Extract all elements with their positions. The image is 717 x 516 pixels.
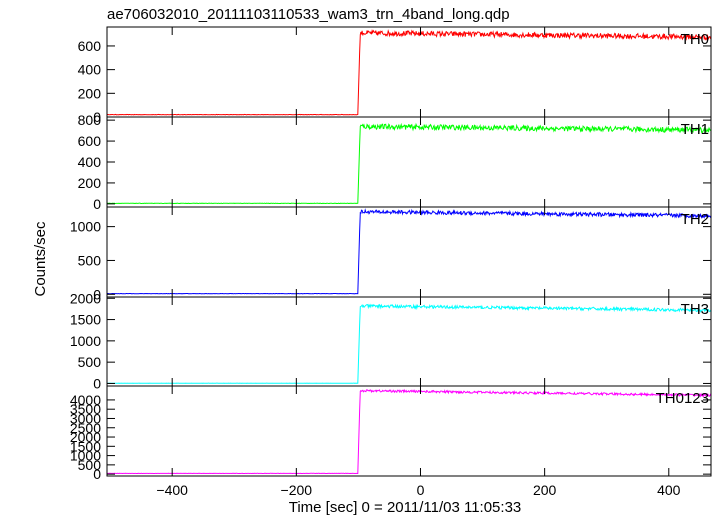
y-tick-label: 0 (93, 375, 101, 391)
y-tick-label: 0 (93, 466, 101, 482)
x-tick-label: 200 (533, 482, 557, 498)
y-tick-label: 0 (93, 196, 101, 212)
x-tick-labels: −400 −200 0 200 400 (156, 482, 680, 498)
x-tick-label: −200 (281, 482, 313, 498)
x-tick-label: 400 (657, 482, 681, 498)
y-tick-label: 1500 (70, 438, 101, 454)
y-tick-label: 1000 (70, 333, 101, 349)
panel-frame (106, 26, 712, 118)
y-tick-label: 400 (78, 154, 102, 170)
series-label-th1: TH1 (681, 121, 709, 138)
panel-frame (106, 116, 712, 208)
y-tick-label: 500 (78, 354, 102, 370)
y-axis-label: Counts/sec (32, 221, 49, 297)
series-line-th2 (107, 208, 712, 295)
series-line-th0 (106, 29, 712, 116)
series-label-th3: TH3 (681, 301, 709, 318)
y-tick-label: 600 (78, 38, 102, 54)
series-line-th1 (106, 122, 712, 205)
y-tick-label: 200 (78, 175, 102, 191)
y-tick-label: 3500 (70, 401, 101, 417)
y-tick-label: 500 (78, 457, 102, 473)
panel-th0: 0 200 400 600 TH0 (78, 26, 712, 125)
y-tick-label: 1500 (70, 312, 101, 328)
chart-title: ae706032010_20111103110533_wam3_trn_4ban… (107, 6, 510, 23)
series-label-th2: TH2 (681, 211, 709, 228)
y-tick-label: 800 (78, 112, 102, 128)
series-label-th0: TH0 (681, 31, 709, 48)
y-tick-label: 3000 (70, 410, 101, 426)
x-tick-label: −400 (156, 482, 188, 498)
y-tick-label: 2000 (70, 429, 101, 445)
y-tick-label: 200 (78, 85, 102, 101)
y-tick-label: 2000 (70, 290, 101, 306)
y-tick-label: 2500 (70, 420, 101, 436)
series-line-th0123 (107, 388, 712, 475)
y-tick-label: 500 (78, 252, 102, 268)
series-line-th3 (106, 303, 712, 384)
x-tick-label: 0 (417, 482, 425, 498)
x-axis-label: Time [sec] 0 = 2011/11/03 11:05:33 (289, 499, 522, 516)
panel-th1: 0 200 400 600 800 TH1 (78, 112, 712, 212)
y-tick-label: 1000 (70, 219, 101, 235)
y-tick-label: 0 (93, 286, 101, 302)
y-tick-label: 600 (78, 133, 102, 149)
panel-frame (106, 206, 712, 298)
panel-th3: 0 500 1000 1500 2000 TH3 (70, 290, 712, 391)
y-tick-label: 1000 (70, 448, 101, 464)
y-tick-label: 0 (93, 109, 101, 125)
panel-th2: 0 500 1000 TH2 (70, 206, 712, 302)
y-tick-label: 400 (78, 62, 102, 78)
series-label-th0123: TH0123 (656, 390, 709, 407)
panel-frame (106, 296, 712, 387)
y-tick-label: 4000 (70, 392, 101, 408)
panel-frame (106, 385, 712, 477)
